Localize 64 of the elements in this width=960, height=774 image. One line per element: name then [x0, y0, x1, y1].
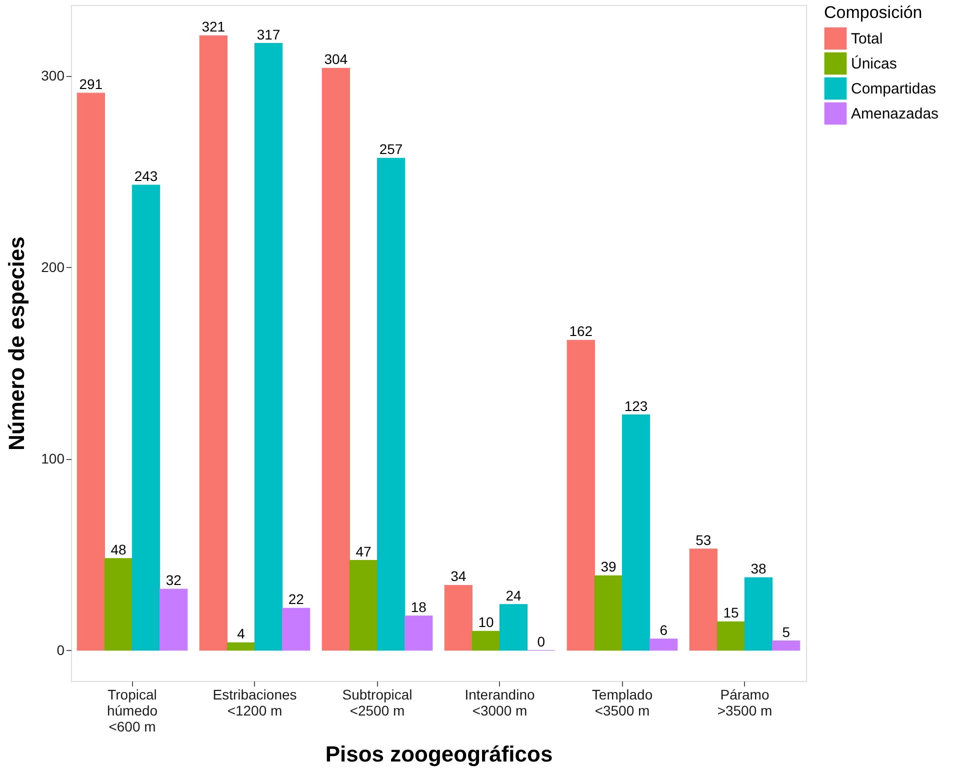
- bar: [199, 35, 228, 651]
- bar: [499, 604, 528, 651]
- x-tick-label: Templado <3500 m: [592, 686, 653, 718]
- legend-title: Composición: [824, 3, 922, 22]
- legend-label: Únicas: [851, 54, 897, 72]
- bar: [772, 640, 800, 651]
- data-label: 22: [288, 591, 304, 608]
- data-label: 123: [624, 398, 648, 414]
- data-label: 0: [537, 633, 546, 650]
- data-label: 24: [506, 587, 522, 604]
- data-label: 47: [356, 543, 372, 560]
- bar: [650, 638, 678, 651]
- data-label: 243: [134, 168, 158, 184]
- y-axis-title: Número de especies: [4, 236, 30, 450]
- legend-label: Amenazadas: [851, 106, 939, 122]
- data-label: 34: [450, 568, 466, 584]
- data-label: 32: [166, 572, 182, 588]
- y-tick-label: 300: [41, 67, 65, 84]
- data-label: 257: [379, 141, 403, 158]
- x-tick-label: Páramo >3500 m: [717, 686, 772, 718]
- data-label: 291: [79, 76, 103, 92]
- data-label: 4: [237, 626, 246, 642]
- bar: [594, 575, 623, 651]
- x-tick-label: Interandino <3000 m: [464, 686, 535, 718]
- data-label: 162: [569, 323, 593, 340]
- bar: [404, 616, 433, 651]
- x-tick-label: Tropical húmedo <600 m: [106, 686, 158, 734]
- bar: [472, 630, 500, 651]
- x-tick-label: Subtropical <2500 m: [342, 686, 412, 718]
- bar: [566, 340, 595, 651]
- y-tick-label: 0: [56, 642, 65, 658]
- data-label: 6: [660, 622, 668, 638]
- data-label: 48: [110, 541, 126, 558]
- legend-label: Compartidas: [851, 80, 936, 98]
- bar: [282, 608, 310, 651]
- legend-label: Total: [851, 30, 883, 48]
- data-label: 18: [410, 598, 427, 615]
- bar: [689, 548, 718, 651]
- x-axis-title: Pisos zoogeográficos: [325, 742, 553, 766]
- y-tick-label: 200: [41, 258, 65, 275]
- bar: [349, 560, 378, 651]
- bar: [226, 642, 256, 651]
- x-tick-label: Estribaciones <1200 m: [212, 686, 297, 718]
- bar: [104, 558, 133, 651]
- bar: [76, 92, 105, 651]
- bar: [716, 621, 746, 651]
- data-label: 321: [202, 18, 226, 35]
- data-label: 317: [256, 26, 280, 42]
- bar: [160, 588, 188, 651]
- data-label: 39: [600, 558, 616, 575]
- data-label: 5: [782, 624, 790, 640]
- bar: [376, 158, 406, 651]
- bar: [444, 584, 472, 651]
- bar: [322, 68, 350, 651]
- y-tick-label: 100: [41, 450, 65, 466]
- data-label: 38: [750, 560, 767, 577]
- bar: [132, 184, 160, 651]
- bar: [254, 43, 283, 651]
- data-label: 10: [478, 614, 494, 630]
- bar: [744, 577, 773, 651]
- data-label: 304: [324, 51, 348, 68]
- data-label: 53: [696, 532, 712, 548]
- bar: [622, 414, 650, 651]
- data-label: 15: [723, 604, 739, 621]
